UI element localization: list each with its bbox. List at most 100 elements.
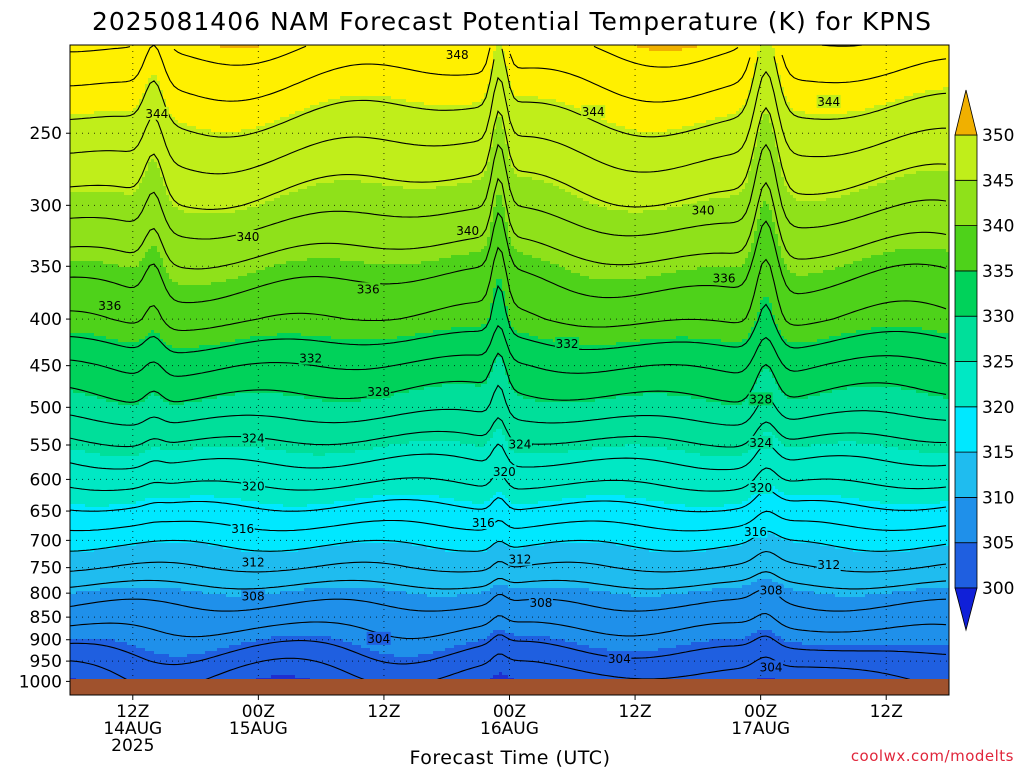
theta-band-cell [652,501,656,553]
theta-band-cell [907,450,911,505]
theta-band-cell [574,642,578,688]
theta-band-cell [226,45,230,49]
theta-band-cell [601,45,605,121]
theta-band-cell [592,45,596,115]
theta-band-cell [934,171,938,250]
theta-band-cell [688,396,692,454]
theta-band-cell [535,402,539,454]
theta-band-cell [130,405,134,457]
theta-band-cell [820,594,824,646]
y-tick-label: 800 [30,584,62,604]
theta-band-cell [253,273,257,337]
contour-label-text: 340 [236,230,259,244]
theta-band-cell [889,504,893,553]
theta-band-cell [559,402,563,454]
theta-band-cell [262,336,266,394]
theta-band-cell [340,588,344,640]
theta-band-cell [256,501,260,553]
theta-band-cell [718,507,722,550]
theta-band-cell [766,297,770,370]
theta-band-cell [685,645,689,695]
theta-band-cell [94,453,98,508]
theta-band-cell [337,45,341,100]
theta-band-cell [709,639,713,695]
theta-band-cell [712,507,716,550]
theta-band-cell [466,327,470,385]
theta-band-cell [781,585,785,640]
theta-band-cell [802,342,806,400]
theta-band-cell [475,180,479,253]
theta-band-cell [886,645,890,695]
theta-band-cell [451,552,455,598]
theta-band-cell [427,189,431,262]
theta-band-cell [463,501,467,553]
theta-band-cell [499,357,503,430]
theta-band-cell [622,447,626,496]
theta-band-cell [847,264,851,334]
theta-band-cell [361,543,365,589]
theta-band-cell [925,588,929,646]
theta-band-cell [532,258,536,337]
theta-band-cell [583,402,587,451]
theta-band-cell [361,261,365,340]
theta-band-cell [763,432,767,487]
theta-band-cell [463,444,467,502]
theta-band-cell [160,543,164,589]
theta-band-cell [730,588,734,640]
theta-band-cell [715,456,719,508]
theta-band-cell [529,336,533,400]
theta-band-cell [814,543,818,595]
theta-band-cell [70,639,74,679]
theta-band-cell [901,552,905,592]
theta-band-cell [676,504,680,553]
theta-band-cell [553,639,557,685]
theta-band-cell [160,45,164,91]
theta-band-cell [250,447,254,502]
contour-label: 312 [816,557,841,572]
x-tick-label: 12Z [367,702,400,722]
theta-band-cell [355,402,359,451]
theta-band-cell [628,594,632,652]
theta-band-cell [154,246,158,334]
theta-band-cell [778,492,782,538]
theta-band-cell [118,588,122,643]
contour-label-bg [743,524,768,538]
theta-band-cell [514,96,518,175]
theta-band-cell [841,498,845,550]
theta-band-cell [730,639,734,694]
theta-band-cell [523,636,527,682]
theta-band-cell [796,399,800,448]
theta-band-cell [766,579,770,631]
theta-band-cell [943,249,947,334]
theta-band-cell [445,258,449,331]
theta-band-cell [298,549,302,592]
theta-band-cell [319,258,323,337]
theta-band-cell [808,447,812,496]
theta-band-cell [616,279,620,343]
theta-band-cell [712,267,716,340]
theta-band-cell [583,345,587,403]
theta-band-cell [427,441,431,496]
theta-band-cell [814,342,818,397]
theta-band-cell [343,96,347,181]
contour-label-text: 324 [509,437,532,451]
theta-band-cell [448,441,452,499]
theta-band-cell [409,45,413,103]
theta-band-cell [904,174,908,250]
theta-band-cell [547,636,551,685]
theta-band-cell [217,345,221,397]
contour-label-bg [235,229,260,243]
theta-band-cell [790,195,794,274]
theta-band-cell [661,339,665,394]
theta-band-cell [490,588,494,634]
theta-band-cell [892,327,896,388]
theta-band-cell [502,291,506,364]
theta-band-cell [406,336,410,394]
theta-band-cell [805,543,809,592]
theta-band-cell [409,495,413,544]
theta-band-cell [109,402,113,457]
theta-band-cell [469,105,473,184]
theta-band-cell [154,588,158,655]
theta-band-cell [565,192,569,271]
theta-band-cell [895,327,899,388]
